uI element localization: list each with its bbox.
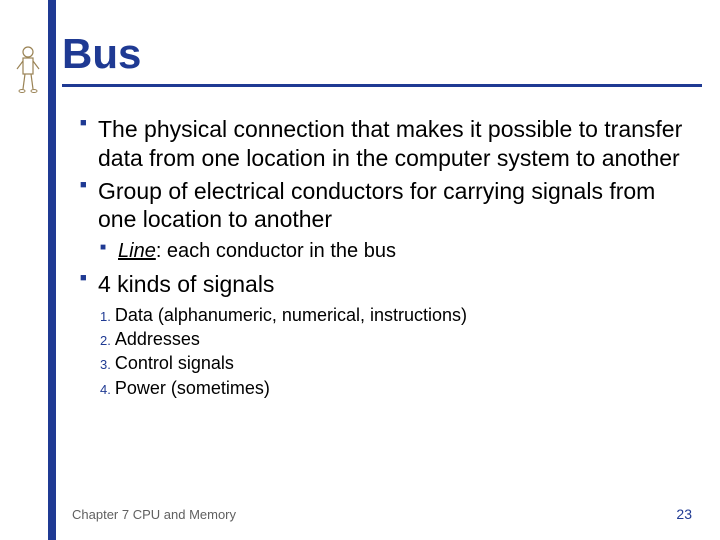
item-number: 4. (100, 382, 111, 397)
item-text: Addresses (115, 329, 200, 349)
decorative-figure-icon (14, 45, 42, 95)
item-text: Power (sometimes) (115, 378, 270, 398)
vertical-accent-bar (48, 0, 56, 540)
bullet-item: Group of electrical conductors for carry… (80, 177, 700, 235)
numbered-item: 3. Control signals (100, 351, 700, 375)
footer-chapter: Chapter 7 CPU and Memory (72, 507, 236, 522)
title-underline (62, 84, 702, 87)
item-text: Data (alphanumeric, numerical, instructi… (115, 305, 467, 325)
item-number: 1. (100, 309, 111, 324)
bullet-list-level1: 4 kinds of signals (62, 270, 700, 299)
term-rest: : each conductor in the bus (156, 240, 396, 262)
bullet-item: 4 kinds of signals (80, 270, 700, 299)
bullet-list-level2: Line: each conductor in the bus (62, 238, 700, 264)
bullet-item: The physical connection that makes it po… (80, 115, 700, 173)
slide-content: Bus The physical connection that makes i… (62, 30, 700, 400)
numbered-list: 1. Data (alphanumeric, numerical, instruc… (62, 303, 700, 400)
slide-title: Bus (62, 30, 700, 78)
item-text: Control signals (115, 353, 234, 373)
footer-page-number: 23 (676, 506, 692, 522)
term-line: Line (118, 240, 156, 262)
bullet-list-level1: The physical connection that makes it po… (62, 115, 700, 234)
bullet-subitem: Line: each conductor in the bus (100, 238, 700, 264)
numbered-item: 2. Addresses (100, 327, 700, 351)
item-number: 3. (100, 357, 111, 372)
item-number: 2. (100, 333, 111, 348)
numbered-item: 4. Power (sometimes) (100, 376, 700, 400)
numbered-item: 1. Data (alphanumeric, numerical, instruc… (100, 303, 700, 327)
